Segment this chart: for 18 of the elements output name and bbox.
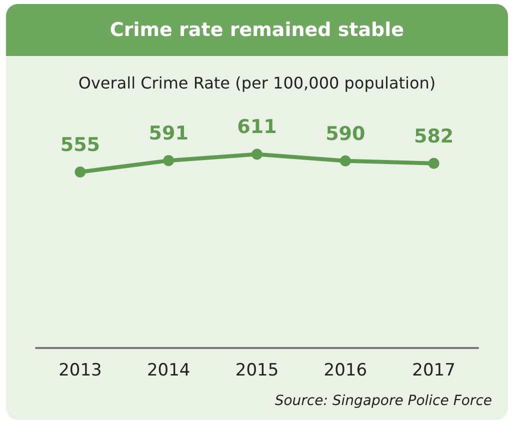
source-note: Source: Singapore Police Force [274,393,492,409]
data-label: 611 [237,116,277,138]
x-tick-label: 2016 [324,360,368,380]
x-tick-label: 2013 [58,360,102,380]
x-tick-label: 2014 [146,360,190,380]
data-label: 591 [148,122,188,145]
data-label: 590 [326,122,366,145]
chart-subtitle: Overall Crime Rate (per 100,000 population) [78,74,436,92]
x-tick-label: 2017 [412,360,456,380]
point [428,158,440,169]
data-label: 555 [60,134,100,156]
point [74,166,86,178]
data-label: 582 [414,125,454,148]
x-tick-label: 2015 [235,360,279,380]
point [163,155,174,166]
point [340,155,351,166]
point [252,148,262,160]
chart-title: Crime rate remained stable [6,4,508,56]
